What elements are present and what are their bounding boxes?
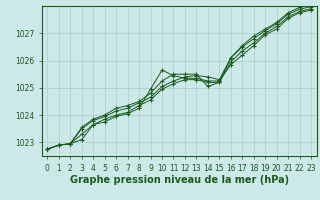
X-axis label: Graphe pression niveau de la mer (hPa): Graphe pression niveau de la mer (hPa) (70, 175, 289, 185)
